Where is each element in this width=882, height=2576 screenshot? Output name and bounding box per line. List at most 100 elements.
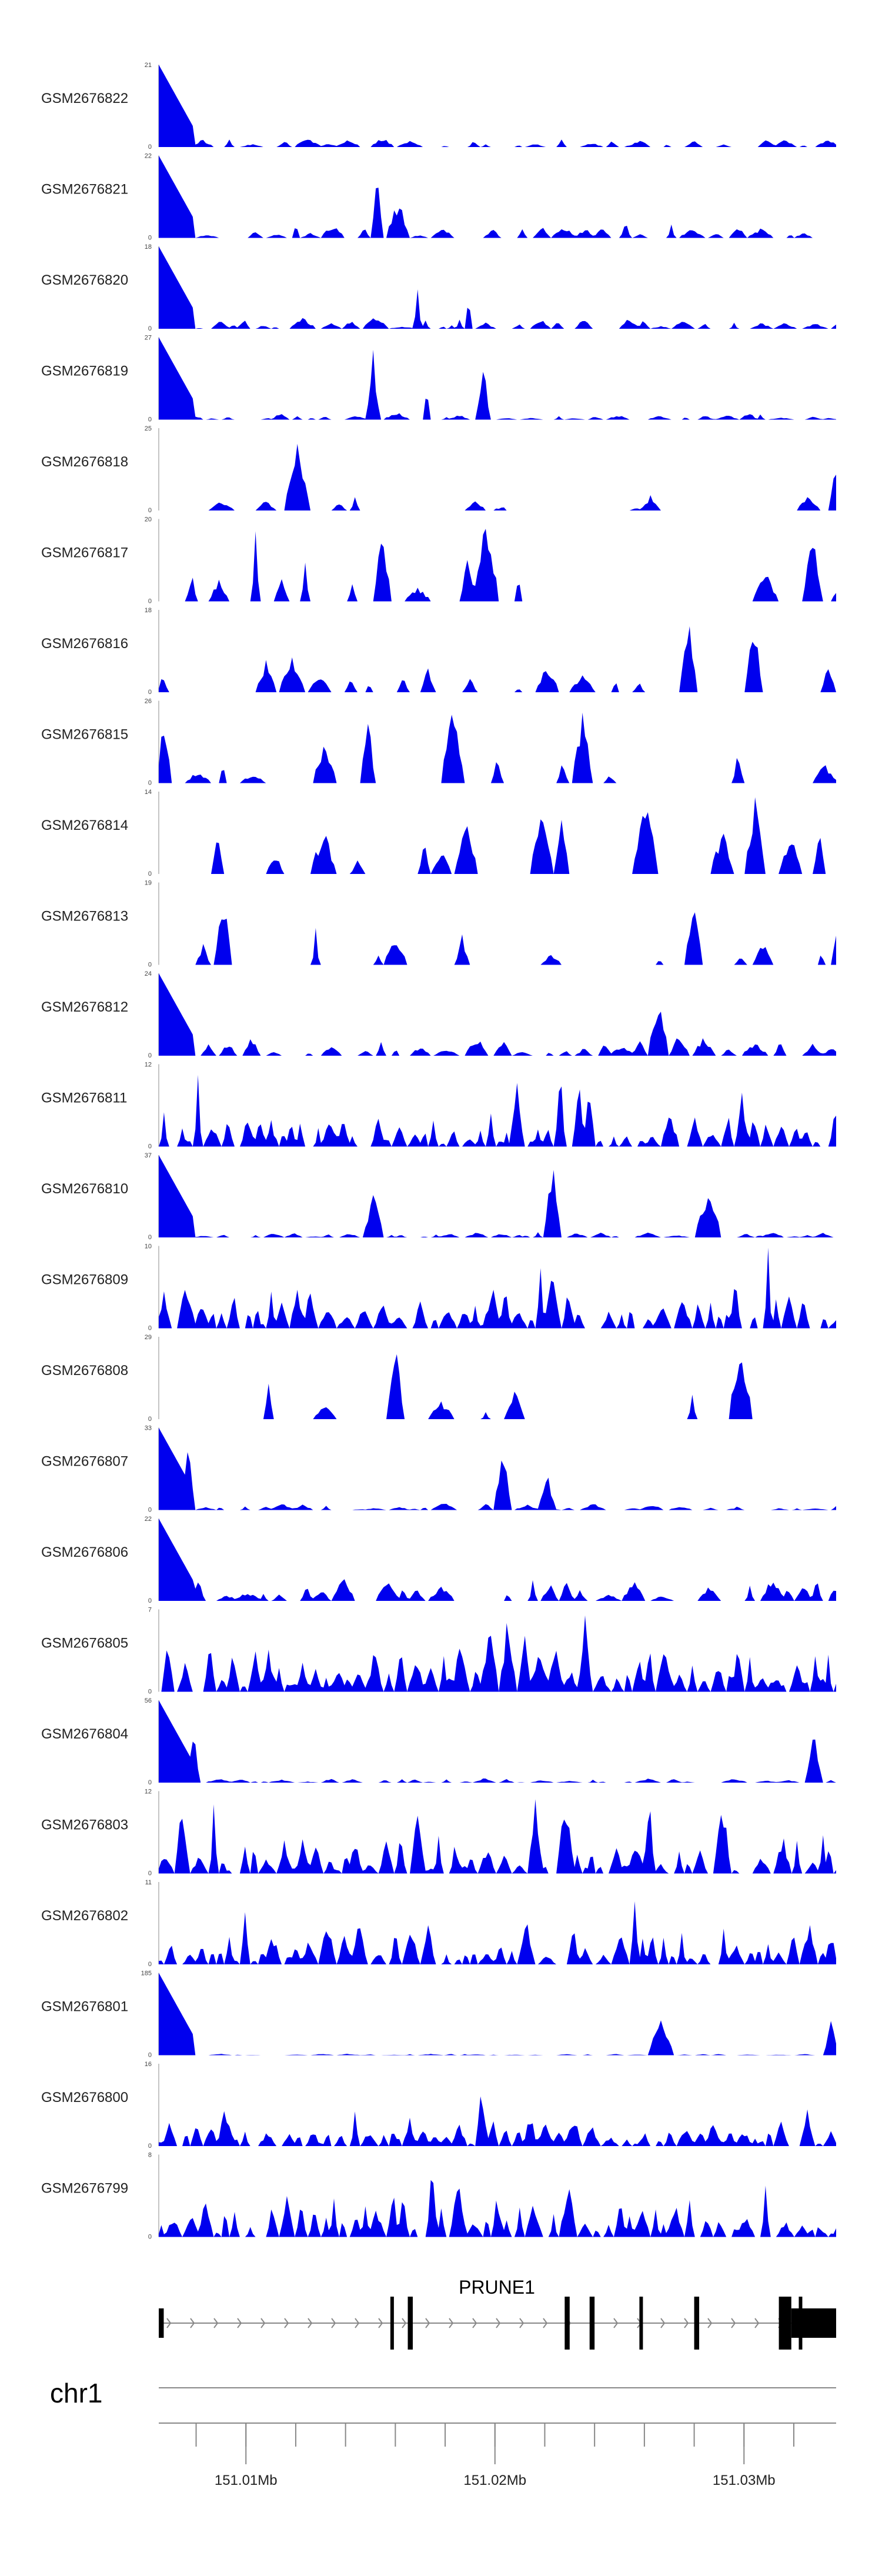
exon-block xyxy=(390,2297,394,2350)
track-GSM2676805: GSM2676805 7 0 xyxy=(41,1607,836,1696)
coverage-area xyxy=(159,155,836,238)
track-GSM2676819: GSM2676819 27 0 xyxy=(41,335,836,423)
y-min-tick-label: 0 xyxy=(148,2234,152,2241)
y-min-tick-label: 0 xyxy=(148,598,152,605)
y-max-tick-label: 12 xyxy=(145,1788,152,1796)
track-GSM2676801: GSM2676801 185 0 xyxy=(41,1970,836,2059)
strand-chevron xyxy=(684,2318,689,2328)
strand-chevron xyxy=(519,2318,524,2328)
y-min-tick-label: 0 xyxy=(148,962,152,969)
y-max-tick-label: 25 xyxy=(145,425,152,432)
track-label: GSM2676799 xyxy=(41,2181,128,2197)
track-GSM2676822: GSM2676822 21 0 xyxy=(41,62,836,151)
coverage-area xyxy=(159,1799,836,1874)
y-max-tick-label: 20 xyxy=(145,516,152,523)
exon-block xyxy=(589,2297,595,2350)
y-min-tick-label: 0 xyxy=(148,1870,152,1877)
y-min-tick-label: 0 xyxy=(148,2143,152,2150)
y-max-tick-label: 26 xyxy=(145,698,152,705)
y-min-tick-label: 0 xyxy=(148,1779,152,1786)
y-min-tick-label: 0 xyxy=(148,1507,152,1514)
coverage-area xyxy=(159,1615,836,1692)
strand-chevron xyxy=(260,2318,266,2328)
y-min-tick-label: 0 xyxy=(148,1143,152,1150)
track-label: GSM2676816 xyxy=(41,636,128,652)
gene-name-label: PRUNE1 xyxy=(459,2277,535,2298)
strand-chevron xyxy=(284,2318,289,2328)
strand-chevron xyxy=(425,2318,430,2328)
y-min-tick-label: 0 xyxy=(148,1416,152,1423)
track-GSM2676816: GSM2676816 18 0 xyxy=(41,607,836,696)
strand-chevron xyxy=(331,2318,336,2328)
strand-chevron xyxy=(707,2318,713,2328)
coverage-area xyxy=(159,1901,836,1964)
exon-block xyxy=(779,2297,791,2350)
exon-block xyxy=(639,2297,643,2350)
strand-chevron xyxy=(543,2318,548,2328)
y-min-tick-label: 0 xyxy=(148,2052,152,2059)
coverage-area xyxy=(159,797,836,874)
strand-chevron xyxy=(472,2318,477,2328)
track-GSM2676813: GSM2676813 19 0 xyxy=(41,880,836,969)
exon-block xyxy=(159,2308,164,2338)
track-label: GSM2676810 xyxy=(41,1181,128,1197)
coverage-area xyxy=(159,626,836,692)
coverage-area xyxy=(159,2180,836,2237)
coverage-area xyxy=(159,1700,836,1783)
y-min-tick-label: 0 xyxy=(148,1052,152,1059)
strand-chevron xyxy=(308,2318,313,2328)
y-min-tick-label: 0 xyxy=(148,1689,152,1696)
track-label: GSM2676801 xyxy=(41,1999,128,2015)
track-GSM2676817: GSM2676817 20 0 xyxy=(41,516,836,605)
track-GSM2676803: GSM2676803 12 0 xyxy=(41,1788,836,1877)
track-label: GSM2676809 xyxy=(41,1272,128,1288)
strand-chevron xyxy=(213,2318,219,2328)
track-GSM2676808: GSM2676808 29 0 xyxy=(41,1334,836,1423)
exon-block xyxy=(694,2297,700,2350)
coverage-area xyxy=(159,1075,836,1147)
track-label: GSM2676815 xyxy=(41,727,128,743)
coverage-area xyxy=(159,1354,836,1419)
y-min-tick-label: 0 xyxy=(148,325,152,332)
track-GSM2676806: GSM2676806 22 0 xyxy=(41,1516,836,1604)
track-label: GSM2676814 xyxy=(41,817,128,833)
strand-chevron xyxy=(731,2318,736,2328)
y-min-tick-label: 0 xyxy=(148,1234,152,1241)
axis-major-label: 151.03Mb xyxy=(713,2472,776,2488)
strand-chevron xyxy=(613,2318,619,2328)
track-label: GSM2676811 xyxy=(41,1090,127,1106)
coverage-area xyxy=(159,1519,836,1601)
track-label: GSM2676822 xyxy=(41,91,128,106)
track-GSM2676821: GSM2676821 22 0 xyxy=(41,153,836,242)
coverage-area xyxy=(159,246,836,329)
y-min-tick-label: 0 xyxy=(148,870,152,877)
track-label: GSM2676813 xyxy=(41,909,128,925)
track-label: GSM2676817 xyxy=(41,545,128,561)
coverage-area xyxy=(159,1427,836,1510)
coverage-area xyxy=(159,337,836,420)
y-max-tick-label: 21 xyxy=(145,62,152,69)
y-max-tick-label: 24 xyxy=(145,970,152,977)
y-max-tick-label: 37 xyxy=(145,1152,152,1159)
track-GSM2676799: GSM2676799 8 0 xyxy=(41,2152,836,2241)
y-min-tick-label: 0 xyxy=(148,507,152,514)
track-label: GSM2676807 xyxy=(41,1454,128,1470)
track-GSM2676814: GSM2676814 14 0 xyxy=(41,789,836,877)
strand-chevron xyxy=(449,2318,454,2328)
y-max-tick-label: 16 xyxy=(145,2061,152,2068)
track-GSM2676804: GSM2676804 56 0 xyxy=(41,1697,836,1786)
y-min-tick-label: 0 xyxy=(148,1325,152,1332)
y-max-tick-label: 29 xyxy=(145,1334,152,1341)
y-max-tick-label: 27 xyxy=(145,335,152,342)
coverage-area xyxy=(159,443,836,510)
coverage-area xyxy=(159,65,836,147)
track-label: GSM2676808 xyxy=(41,1363,128,1379)
track-label: GSM2676800 xyxy=(41,2090,128,2105)
y-max-tick-label: 56 xyxy=(145,1697,152,1704)
track-label: GSM2676805 xyxy=(41,1636,128,1651)
coverage-area xyxy=(159,1155,836,1237)
strand-chevron xyxy=(355,2318,360,2328)
y-min-tick-label: 0 xyxy=(148,1597,152,1604)
y-max-tick-label: 18 xyxy=(145,607,152,614)
